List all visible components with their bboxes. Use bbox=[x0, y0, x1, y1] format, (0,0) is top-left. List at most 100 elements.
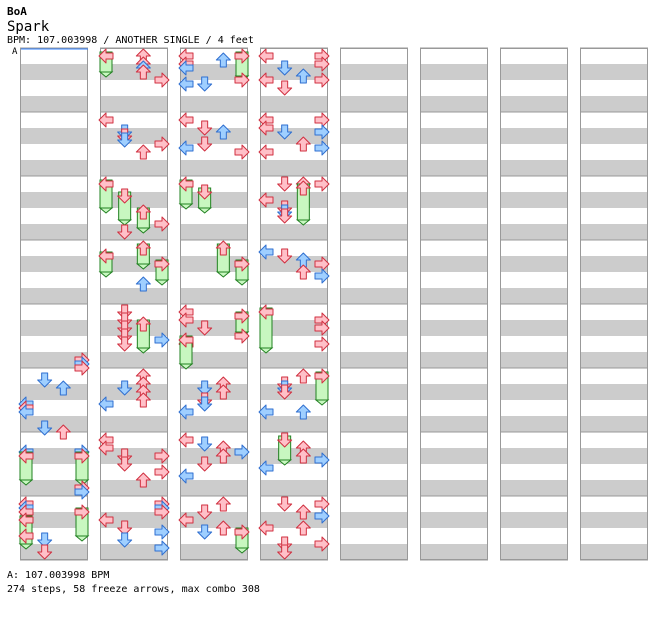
down-arrow-icon bbox=[197, 320, 213, 336]
beat-stripe bbox=[500, 256, 568, 272]
beat-stripe bbox=[500, 64, 568, 80]
left-arrow-icon bbox=[18, 512, 34, 528]
beat-stripe bbox=[580, 448, 648, 464]
right-arrow-icon bbox=[154, 448, 170, 464]
beat-stripe bbox=[340, 96, 408, 112]
up-arrow-icon bbox=[135, 276, 151, 292]
right-arrow-icon bbox=[314, 176, 330, 192]
beat-stripe bbox=[20, 192, 88, 208]
beat-stripe bbox=[500, 320, 568, 336]
right-arrow-icon bbox=[154, 256, 170, 272]
freeze-tail-icon bbox=[98, 207, 114, 214]
column-border bbox=[580, 48, 648, 560]
beat-stripe bbox=[420, 416, 488, 432]
up-arrow-icon bbox=[135, 64, 151, 80]
up-arrow-icon bbox=[295, 264, 311, 280]
beat-stripe bbox=[580, 256, 648, 272]
beat-stripe bbox=[340, 224, 408, 240]
beat-stripe bbox=[500, 544, 568, 560]
beat-stripe bbox=[500, 128, 568, 144]
beat-stripe bbox=[420, 320, 488, 336]
right-arrow-icon bbox=[314, 124, 330, 140]
up-arrow-icon bbox=[215, 448, 231, 464]
freeze-tail-icon bbox=[154, 279, 170, 286]
freeze-tail-icon bbox=[98, 71, 114, 78]
beat-stripe bbox=[420, 224, 488, 240]
down-arrow-icon bbox=[117, 132, 133, 148]
right-arrow-icon bbox=[154, 504, 170, 520]
beat-stripe bbox=[340, 352, 408, 368]
up-arrow-icon bbox=[295, 520, 311, 536]
freeze-tail-icon bbox=[178, 203, 194, 210]
beat-stripe bbox=[420, 64, 488, 80]
beat-stripe bbox=[260, 160, 328, 176]
beat-stripe bbox=[100, 64, 168, 80]
right-arrow-icon bbox=[74, 484, 90, 500]
left-arrow-icon bbox=[178, 60, 194, 76]
left-arrow-icon bbox=[178, 140, 194, 156]
column-border bbox=[420, 48, 488, 560]
column-border bbox=[500, 48, 568, 560]
beat-stripe bbox=[260, 320, 328, 336]
beat-stripe bbox=[20, 96, 88, 112]
column-border bbox=[180, 48, 248, 560]
down-arrow-icon bbox=[117, 224, 133, 240]
beat-stripe bbox=[20, 384, 88, 400]
freeze-tail-icon bbox=[74, 535, 90, 542]
beat-stripe bbox=[580, 544, 648, 560]
left-arrow-icon bbox=[258, 72, 274, 88]
beat-stripe bbox=[100, 256, 168, 272]
down-arrow-icon bbox=[277, 80, 293, 96]
right-arrow-icon bbox=[234, 328, 250, 344]
right-arrow-icon bbox=[234, 256, 250, 272]
beat-stripe bbox=[260, 352, 328, 368]
beat-stripe bbox=[100, 384, 168, 400]
beat-stripe bbox=[260, 288, 328, 304]
beat-stripe bbox=[420, 256, 488, 272]
right-arrow-icon bbox=[154, 136, 170, 152]
beat-stripe bbox=[20, 544, 88, 560]
beat-stripe bbox=[20, 256, 88, 272]
up-arrow-icon bbox=[215, 496, 231, 512]
right-arrow-icon bbox=[154, 540, 170, 556]
down-arrow-icon bbox=[117, 336, 133, 352]
up-arrow-icon bbox=[295, 136, 311, 152]
right-arrow-icon bbox=[314, 72, 330, 88]
beat-stripe bbox=[500, 224, 568, 240]
beat-stripe bbox=[100, 544, 168, 560]
up-arrow-icon bbox=[295, 404, 311, 420]
beat-stripe bbox=[180, 416, 248, 432]
freeze-tail-icon bbox=[117, 219, 133, 226]
beat-stripe bbox=[260, 416, 328, 432]
left-arrow-icon bbox=[178, 512, 194, 528]
beat-stripe bbox=[580, 288, 648, 304]
down-arrow-icon bbox=[277, 176, 293, 192]
beat-stripe bbox=[260, 448, 328, 464]
beat-stripe bbox=[420, 544, 488, 560]
up-arrow-icon bbox=[295, 448, 311, 464]
beat-stripe bbox=[100, 416, 168, 432]
up-arrow-icon bbox=[215, 124, 231, 140]
beat-stripe bbox=[340, 384, 408, 400]
right-arrow-icon bbox=[154, 216, 170, 232]
left-arrow-icon bbox=[258, 404, 274, 420]
beat-stripe bbox=[180, 480, 248, 496]
freeze-tail-icon bbox=[277, 459, 293, 466]
down-arrow-icon bbox=[37, 532, 53, 548]
beat-stripe bbox=[340, 288, 408, 304]
beat-stripe bbox=[180, 160, 248, 176]
down-arrow-icon bbox=[277, 60, 293, 76]
beat-stripe bbox=[340, 256, 408, 272]
left-arrow-icon bbox=[98, 176, 114, 192]
beat-stripe bbox=[260, 224, 328, 240]
beat-stripe bbox=[420, 160, 488, 176]
left-arrow-icon bbox=[258, 48, 274, 64]
beat-stripe bbox=[260, 480, 328, 496]
beat-stripe bbox=[20, 224, 88, 240]
down-arrow-icon bbox=[117, 532, 133, 548]
freeze-tail-icon bbox=[234, 279, 250, 286]
freeze-tail-icon bbox=[135, 227, 151, 234]
right-arrow-icon bbox=[154, 464, 170, 480]
beat-stripe bbox=[20, 320, 88, 336]
right-arrow-icon bbox=[314, 140, 330, 156]
